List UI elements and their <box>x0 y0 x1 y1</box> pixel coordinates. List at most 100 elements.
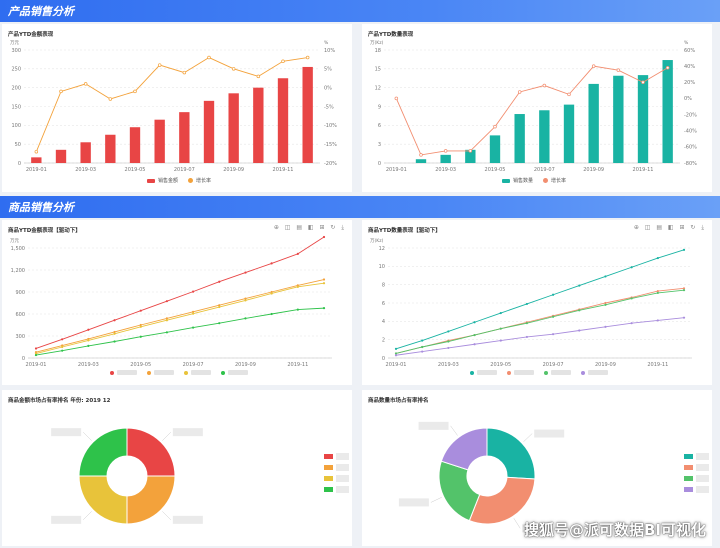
legend-swatch <box>324 465 333 470</box>
legend-item[interactable]: 销售金额 <box>147 177 178 184</box>
series-line <box>35 279 325 353</box>
y2-tick-label: -20% <box>684 112 697 118</box>
x-tick-label: 2019-05 <box>130 362 151 368</box>
bar <box>302 66 313 163</box>
series-point <box>656 256 659 260</box>
growth-point <box>34 149 39 154</box>
legend-item[interactable] <box>110 370 137 375</box>
legend-swatch <box>324 476 333 481</box>
legend-label-blurred <box>336 486 349 493</box>
bar <box>440 154 451 163</box>
y2-tick-label: -15% <box>324 142 337 148</box>
legend-swatch <box>324 487 333 492</box>
legend: 销售金额 增长率 <box>147 177 211 184</box>
growth-point <box>157 63 162 67</box>
toolbar-icons[interactable]: ⊕ ◫ ▤ ◧ ⊞ ↻ ⤓ <box>273 224 346 231</box>
series-point <box>191 312 195 315</box>
growth-point <box>83 82 88 86</box>
y-axis-unit: 万元 <box>10 40 19 46</box>
pie-slice <box>126 427 176 477</box>
series-point <box>682 289 686 292</box>
y-tick-label: 15 <box>375 67 381 73</box>
y-tick-label: 150 <box>11 104 21 110</box>
legend-item[interactable]: 增长率 <box>543 177 566 184</box>
legend-label: 增长率 <box>551 178 567 184</box>
legend-item[interactable] <box>507 370 534 375</box>
y-tick-label: 6 <box>378 123 381 129</box>
legend-item[interactable] <box>544 370 571 375</box>
y-tick-label: 250 <box>11 67 21 73</box>
series-point <box>244 297 247 300</box>
series-point <box>87 344 90 347</box>
x-tick-label: 2019-01 <box>386 167 407 173</box>
chart-canvas <box>398 421 709 533</box>
legend-item[interactable] <box>221 370 248 375</box>
series-point <box>421 345 424 349</box>
pie-slice <box>486 427 536 480</box>
legend-label-blurred <box>336 453 349 460</box>
y-tick-label: 300 <box>15 334 25 340</box>
y2-axis-unit: % <box>324 40 329 46</box>
series-point <box>165 317 169 320</box>
series-point <box>165 300 169 303</box>
label-leader <box>162 511 172 521</box>
growth-point <box>207 55 211 60</box>
x-tick-label: 2019-03 <box>438 362 459 368</box>
bar <box>80 142 91 163</box>
y-tick-label: 300 <box>11 48 21 54</box>
y-tick-label: 200 <box>11 85 21 91</box>
bar <box>662 60 673 163</box>
growth-point <box>256 74 261 79</box>
legend-swatch <box>188 178 194 183</box>
series-point <box>113 332 116 335</box>
y2-tick-label: 60% <box>684 48 695 54</box>
series-point <box>394 347 398 350</box>
bar <box>154 119 165 163</box>
bar <box>105 134 116 163</box>
y-axis-unit: 万元 <box>10 238 19 244</box>
series-point <box>525 335 529 339</box>
watermark: 搜狐号@派可数据BI可视化 <box>523 521 706 539</box>
chart-panel-goods-amount: 商品YTD金额表现【驱动下】 ⊕ ◫ ▤ ◧ ⊞ ↻ ⤓ 0 300 600 900 1… <box>2 220 352 385</box>
y-tick-label: 900 <box>15 290 25 296</box>
series-point <box>604 303 607 306</box>
legend: 销售数量 增长率 <box>502 177 566 184</box>
legend-item[interactable] <box>184 370 211 375</box>
y2-tick-label: 40% <box>684 64 695 70</box>
pie-slice <box>440 427 488 471</box>
y-tick-label: 50 <box>15 142 21 148</box>
series-point <box>630 322 633 325</box>
series-point <box>551 315 555 318</box>
legend-label-blurred <box>588 370 608 375</box>
bar <box>253 87 264 163</box>
toolbar-icons[interactable]: ⊕ ◫ ▤ ◧ ⊞ ↻ ⤓ <box>633 224 706 231</box>
series-point <box>34 353 38 357</box>
pie-slice <box>468 476 536 525</box>
legend-item[interactable] <box>470 370 497 375</box>
bar <box>613 75 624 163</box>
y-tick-label: 2 <box>382 337 385 343</box>
series-point <box>499 339 502 342</box>
legend-item[interactable]: 增长率 <box>188 177 211 184</box>
legend-swatch <box>543 178 549 183</box>
section-header-product: 产品销售分析 <box>0 0 720 22</box>
legend-item[interactable] <box>147 370 174 375</box>
slice-label-blurred <box>522 524 553 533</box>
y-axis-unit: 万(Kz) <box>370 238 384 244</box>
chart-title: 商品数量市场占有率排名 <box>368 398 429 404</box>
bar <box>489 135 501 163</box>
growth-point <box>567 92 571 97</box>
legend-item[interactable] <box>581 370 608 375</box>
series-point <box>630 297 633 300</box>
label-leader <box>430 497 442 503</box>
y-tick-label: 12 <box>379 246 385 252</box>
y2-tick-label: -60% <box>684 145 697 151</box>
y-tick-label: 600 <box>15 312 25 318</box>
chart-panel-ytd-quantity: 产品YTD数量表现 0 3 6 9 12 15 18 60% 40% 20% 0% -20% -40% -… <box>362 24 712 192</box>
bar <box>129 127 141 163</box>
legend-item[interactable]: 销售数量 <box>502 177 533 184</box>
x-tick-label: 2019-11 <box>273 167 294 173</box>
x-tick-label: 2019-01 <box>26 362 47 368</box>
legend-swatch <box>684 454 693 459</box>
bar <box>539 110 550 163</box>
